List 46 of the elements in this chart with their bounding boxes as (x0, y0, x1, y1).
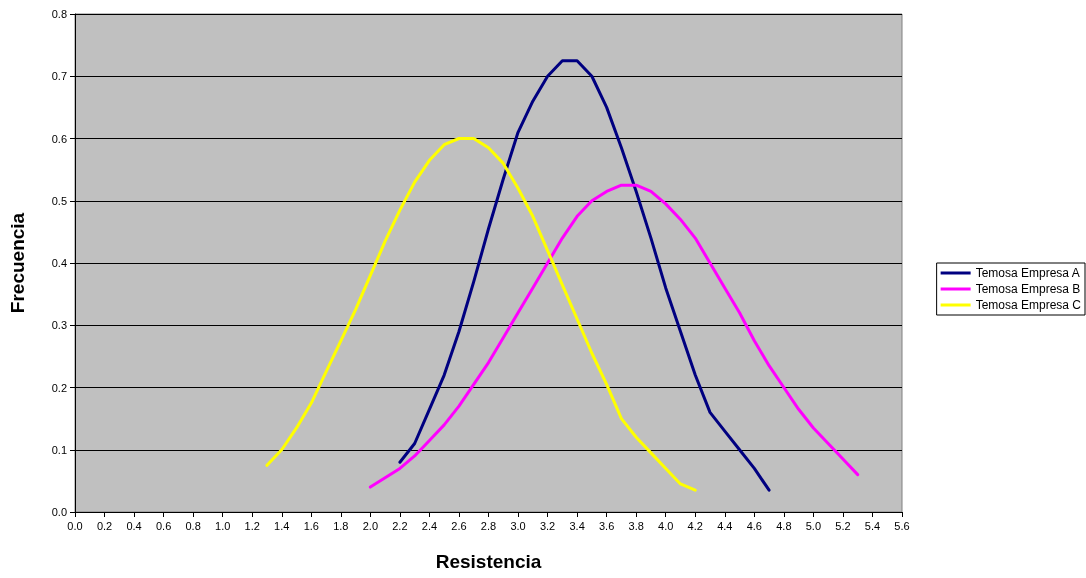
x-tick-label: 4.0 (658, 519, 674, 532)
x-tick-label: 2.8 (480, 519, 497, 532)
x-tick-label: 5.2 (835, 519, 851, 532)
x-tick-label: 3.4 (569, 519, 585, 532)
x-tick-label: 3.8 (628, 519, 644, 532)
line-series (368, 183, 860, 489)
line-series (265, 137, 697, 492)
x-tick-label: 0.4 (126, 519, 142, 532)
y-tick-label: 0.1 (51, 443, 67, 456)
y-tick-label: 0.4 (51, 257, 67, 269)
y-axis-title: Frecuencia (7, 212, 28, 314)
x-tick-label: 2.0 (362, 519, 379, 532)
x-axis-title: Resistencia (435, 551, 542, 572)
x-tick-label: 1.8 (333, 519, 349, 532)
x-tick-label: 0.8 (185, 519, 201, 532)
x-tick-label: 3.0 (510, 519, 526, 532)
x-tick-label: 2.4 (421, 519, 438, 532)
x-tick-label: 1.2 (244, 519, 260, 532)
y-tick-label: 0.7 (51, 70, 67, 83)
legend-label: Temosa Empresa C (975, 298, 1082, 312)
x-tick-label: 2.6 (451, 519, 467, 532)
x-tick-label: 5.6 (894, 519, 910, 532)
y-tick-label: 0.0 (51, 506, 67, 518)
y-tick-label: 0.5 (51, 194, 67, 207)
x-tick-label: 3.6 (598, 519, 615, 532)
x-tick-label: 1.0 (215, 519, 231, 532)
x-tick-label: 5.0 (805, 519, 822, 532)
legend-label: Temosa Empresa B (975, 282, 1081, 296)
x-tick-label: 2.2 (392, 519, 408, 532)
x-tick-label: 4.6 (746, 519, 762, 532)
x-tick-label: 0.6 (155, 519, 172, 532)
x-tick-label: 1.6 (303, 519, 319, 532)
y-tick-label: 0.2 (51, 381, 67, 394)
y-tick-label: 0.6 (51, 132, 67, 145)
x-tick-label: 5.4 (864, 519, 881, 532)
legend-label: Temosa Empresa A (975, 266, 1080, 280)
x-tick-label: 0.2 (96, 519, 113, 532)
x-tick-label: 4.8 (776, 519, 792, 532)
x-tick-label: 3.2 (539, 519, 556, 532)
y-tick-label: 0.8 (51, 8, 67, 20)
x-tick-label: 1.4 (274, 519, 290, 532)
x-tick-label: 4.4 (717, 519, 733, 532)
line-series (398, 59, 771, 492)
x-tick-label: 4.2 (687, 519, 703, 532)
y-tick-label: 0.3 (51, 319, 67, 332)
x-tick-label: 0.0 (67, 519, 83, 532)
